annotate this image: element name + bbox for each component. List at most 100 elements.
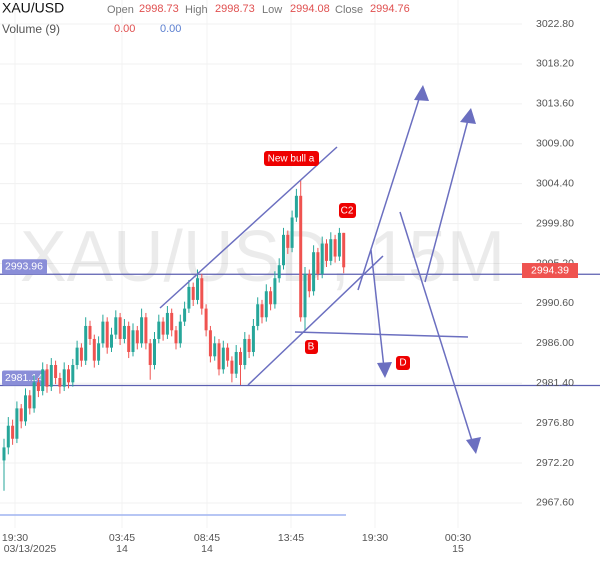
arrowhead	[460, 108, 476, 124]
arrowheads	[377, 85, 481, 454]
candle-body	[97, 343, 101, 361]
volume-value: 0.00	[114, 23, 135, 35]
arrowhead	[377, 362, 392, 378]
x-tick-label: 19:30	[2, 532, 28, 544]
candle-body	[67, 369, 70, 383]
candle-body	[135, 330, 139, 344]
level-label: 2981.14	[5, 372, 43, 384]
y-tick-label: 2999.80	[536, 217, 574, 229]
y-tick-label: 2972.20	[536, 457, 574, 469]
y-tick-label: 3022.80	[536, 18, 574, 30]
label-box	[396, 356, 410, 370]
candle-body	[226, 347, 230, 361]
label-box	[339, 203, 356, 218]
candles	[2, 180, 346, 491]
candle-body	[88, 325, 92, 339]
candle-body	[71, 364, 75, 383]
candle-body	[239, 351, 242, 365]
candle-body	[299, 195, 303, 318]
candle-body	[92, 338, 96, 361]
symbol: XAU/USD	[2, 0, 64, 16]
close-label: Close	[335, 4, 363, 16]
candle-body	[183, 308, 187, 322]
candle-body	[84, 325, 88, 361]
candle-body	[161, 321, 165, 335]
candle-body	[24, 395, 27, 422]
candle-body	[325, 243, 328, 261]
candle-body	[307, 273, 311, 292]
watermark: XAU/USD, 15M	[20, 217, 505, 297]
arrowhead	[466, 437, 481, 454]
y-tick-label: 2976.80	[536, 417, 574, 429]
candle-body	[6, 425, 10, 448]
level-label-box	[2, 259, 47, 275]
candle-body	[41, 369, 45, 392]
candle-body	[187, 286, 191, 309]
annotation: D	[399, 358, 406, 369]
candle-body	[208, 330, 212, 357]
candle-body	[277, 265, 281, 279]
x-tick-label: 19:30	[362, 532, 388, 544]
candle-body	[256, 304, 260, 326]
candle-body	[28, 395, 32, 409]
arrow	[357, 95, 421, 291]
candle-body	[174, 330, 178, 344]
candle-body	[19, 408, 23, 422]
candle-body	[269, 291, 273, 305]
trend-line	[159, 146, 338, 309]
candle-body	[11, 425, 15, 439]
candle-body	[213, 343, 217, 357]
y-tick-label: 3004.40	[536, 177, 574, 189]
last-price-box	[522, 263, 578, 279]
high-value: 2998.73	[215, 3, 255, 15]
candle-body	[79, 347, 83, 361]
level-label: 2993.96	[5, 261, 43, 273]
candle-body	[247, 338, 251, 352]
x-tick-label: 00:30	[445, 532, 471, 544]
candle-body	[140, 317, 144, 344]
candle-body	[337, 232, 341, 257]
candle-body	[153, 338, 156, 365]
candle-body	[118, 317, 122, 339]
y-tick-label: 2990.60	[536, 297, 574, 309]
x-tick-label: 13:45	[278, 532, 304, 544]
candle-body	[312, 252, 316, 292]
candle-body	[294, 195, 298, 218]
candle-body	[165, 312, 169, 335]
candle-body	[122, 325, 126, 339]
x-tick-sublabel: 14	[201, 543, 213, 555]
candle-body	[54, 364, 58, 379]
candle-body	[342, 232, 346, 268]
close-value: 2994.76	[370, 3, 410, 15]
candle-body	[320, 243, 324, 274]
candle-body	[36, 382, 40, 392]
candle-body	[333, 239, 337, 257]
last-price-label: 2994.39	[531, 264, 569, 276]
open-value: 2998.73	[139, 3, 179, 15]
candle-body	[15, 408, 19, 439]
volume-label: Volume (9)	[2, 22, 60, 36]
y-tick-label: 3009.00	[536, 138, 574, 150]
candle-body	[303, 273, 307, 318]
candle-body	[144, 317, 148, 344]
candle-body	[178, 321, 182, 344]
candle-body	[251, 325, 255, 352]
y-tick-label: 2986.00	[536, 337, 574, 349]
low-label: Low	[262, 4, 282, 16]
header: XAU/USD Volume (9) Open 2998.73 High 299…	[2, 0, 410, 36]
arrow	[399, 211, 474, 445]
candle-body	[290, 217, 294, 248]
candle-body	[58, 378, 62, 387]
arrow	[424, 119, 469, 283]
low-value: 2994.08	[290, 3, 330, 15]
candle-body	[234, 351, 238, 374]
candle-body	[217, 343, 221, 370]
y-tick-label: 3013.60	[536, 98, 574, 110]
candle-body	[230, 360, 234, 374]
level-label-box	[2, 370, 47, 386]
trend-line	[247, 255, 384, 386]
candle-body	[49, 364, 53, 387]
arrow	[370, 249, 385, 369]
candle-body	[286, 234, 290, 248]
